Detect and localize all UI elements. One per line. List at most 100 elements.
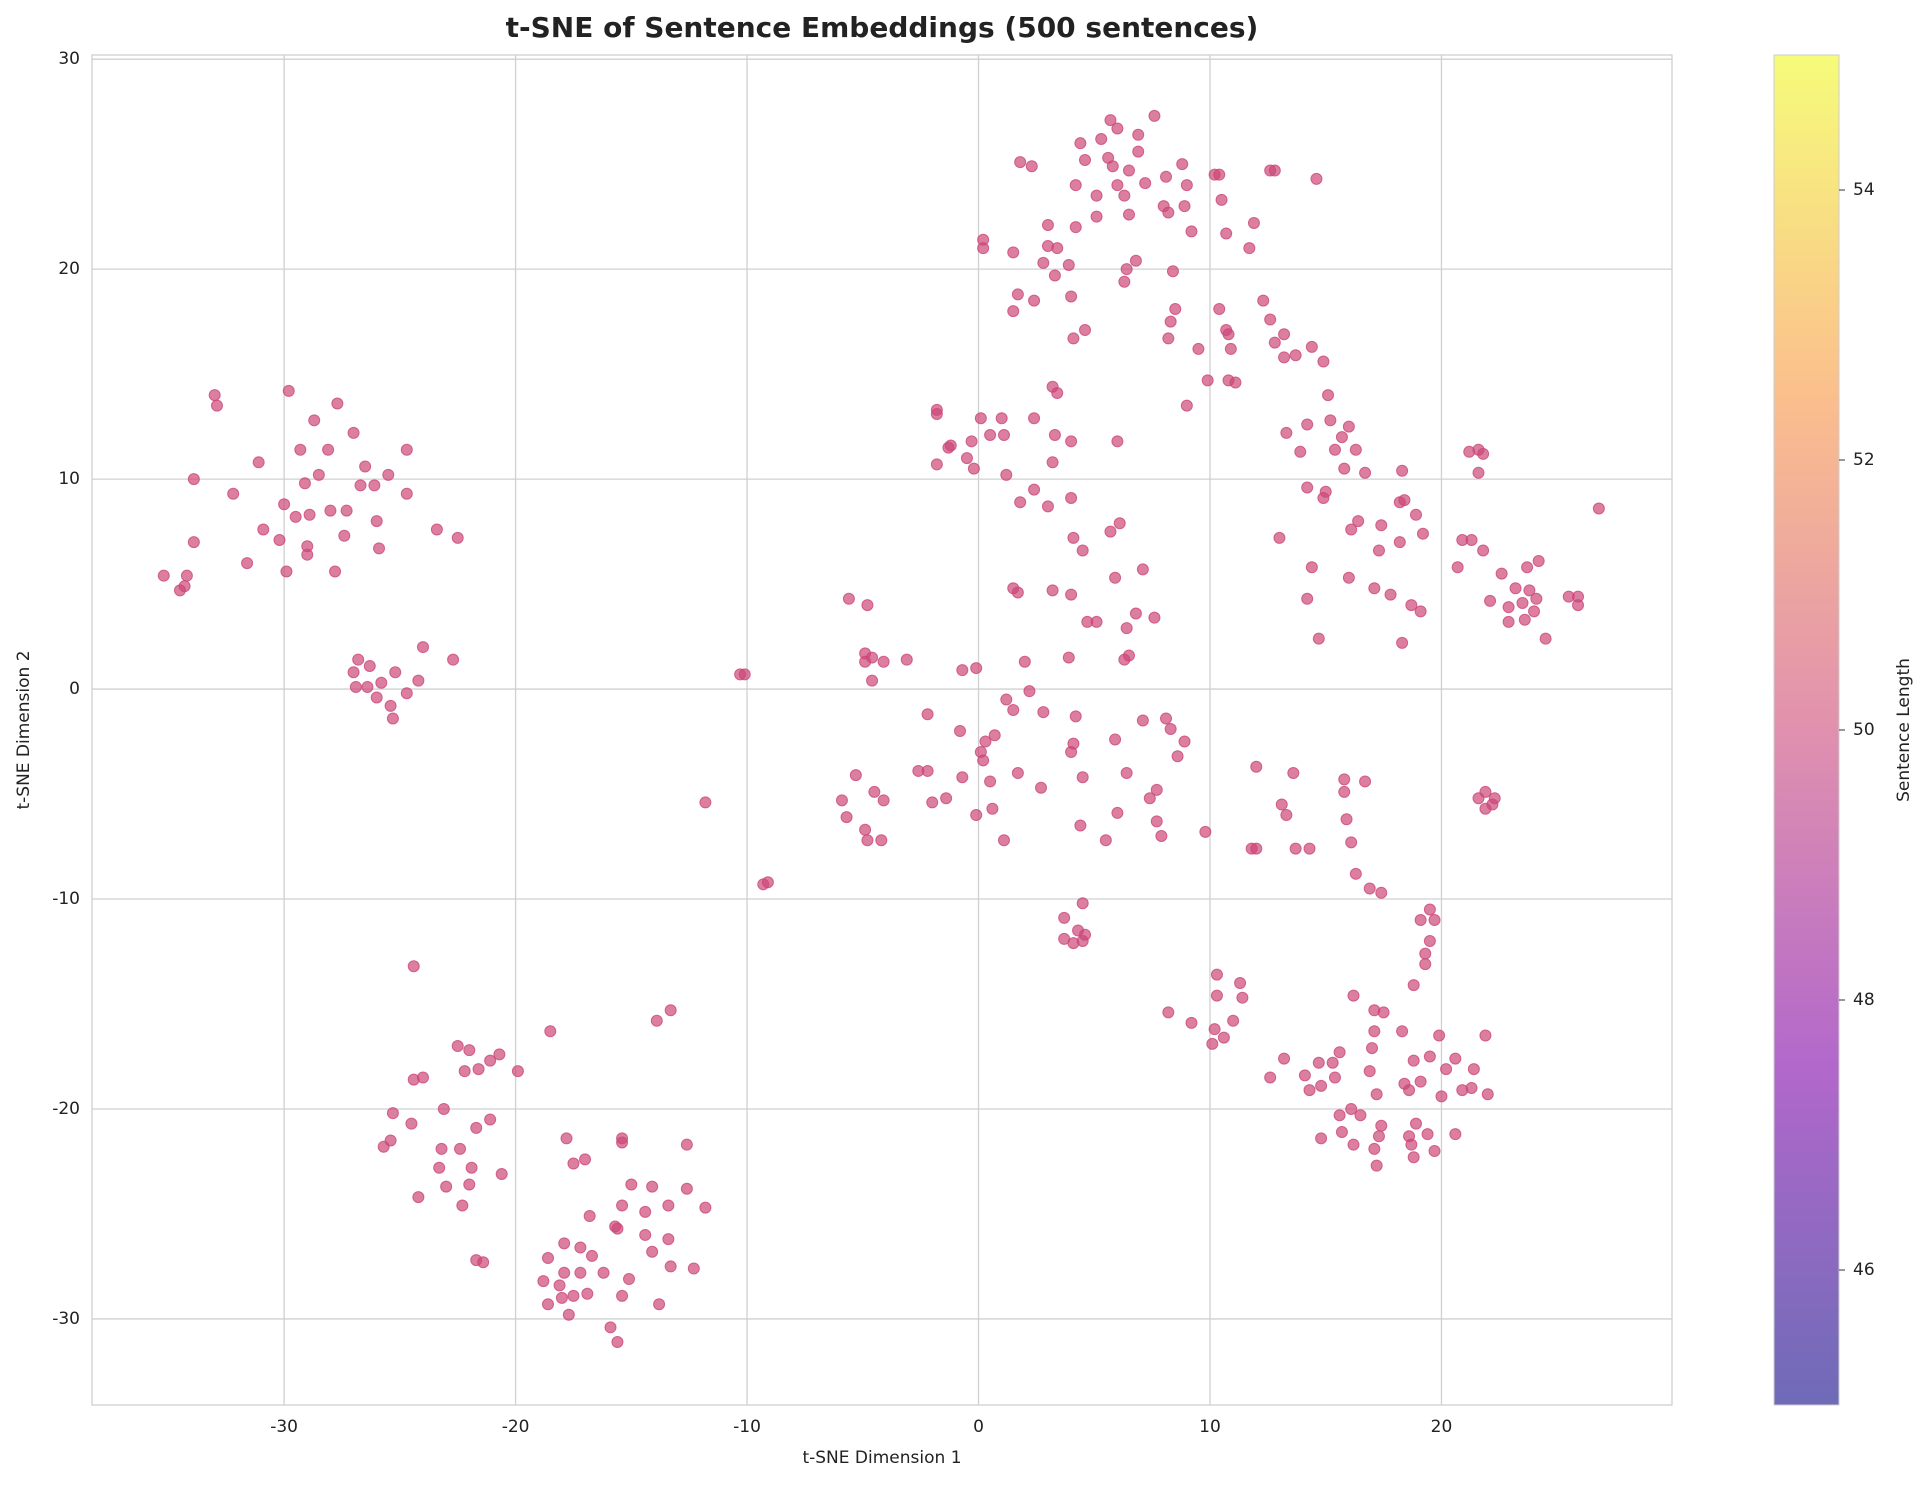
- point: [298, 477, 311, 490]
- point: [1335, 1126, 1348, 1139]
- point: [1018, 655, 1031, 668]
- point: [1298, 1069, 1311, 1082]
- point: [1502, 601, 1515, 614]
- x-tick-label: -20: [502, 1417, 530, 1437]
- point: [463, 1178, 476, 1191]
- point: [541, 1298, 554, 1311]
- point: [921, 708, 934, 721]
- point: [1398, 494, 1411, 507]
- point: [1067, 737, 1080, 750]
- point: [574, 1241, 587, 1254]
- point: [1264, 313, 1277, 326]
- point: [1028, 412, 1041, 425]
- point: [930, 408, 943, 421]
- point: [252, 456, 265, 469]
- point: [567, 1289, 580, 1302]
- y-tick-label: 30: [58, 49, 80, 69]
- point: [324, 504, 337, 517]
- point: [329, 565, 342, 578]
- point: [1118, 275, 1131, 288]
- point: [1065, 290, 1078, 303]
- point: [1414, 914, 1427, 927]
- point: [458, 1065, 471, 1078]
- point: [1250, 760, 1263, 773]
- point: [1074, 819, 1087, 832]
- point: [1007, 305, 1020, 318]
- point: [1280, 426, 1293, 439]
- point: [1109, 733, 1122, 746]
- point: [1046, 584, 1059, 597]
- point: [484, 1054, 497, 1067]
- point: [1076, 897, 1089, 910]
- point: [1122, 649, 1135, 662]
- point: [477, 1256, 490, 1269]
- point: [835, 794, 848, 807]
- point: [1428, 1144, 1441, 1157]
- point: [472, 1063, 485, 1076]
- x-axis-label: t-SNE Dimension 1: [802, 1448, 961, 1468]
- point: [1405, 1138, 1418, 1151]
- point: [1328, 1071, 1341, 1084]
- point: [280, 565, 293, 578]
- point: [465, 1161, 478, 1174]
- y-tick-label: -30: [52, 1309, 80, 1329]
- x-tick-label: 0: [973, 1417, 984, 1437]
- point: [1319, 485, 1332, 498]
- point: [1396, 464, 1409, 477]
- point: [1136, 563, 1149, 576]
- point: [1234, 976, 1247, 989]
- point: [1530, 592, 1543, 605]
- point: [537, 1275, 550, 1288]
- point: [877, 794, 890, 807]
- point: [1076, 771, 1089, 784]
- point: [1572, 599, 1585, 612]
- point: [1484, 594, 1497, 607]
- y-tick-label: 0: [69, 679, 80, 699]
- point: [1148, 611, 1161, 624]
- point: [1423, 1050, 1436, 1063]
- point: [646, 1180, 659, 1193]
- point: [1106, 160, 1119, 173]
- point: [623, 1273, 636, 1286]
- point: [368, 479, 381, 492]
- point: [178, 580, 191, 593]
- point: [470, 1121, 483, 1134]
- point: [1090, 189, 1103, 202]
- point: [664, 1004, 677, 1017]
- point: [611, 1336, 624, 1349]
- point: [1104, 525, 1117, 538]
- point: [1150, 783, 1163, 796]
- point: [1349, 867, 1362, 880]
- point: [1366, 1042, 1379, 1055]
- point: [1592, 502, 1605, 515]
- point: [1539, 632, 1552, 645]
- point: [389, 666, 402, 679]
- point: [1069, 221, 1082, 234]
- point: [1176, 158, 1189, 171]
- point: [1028, 294, 1041, 307]
- point: [1243, 242, 1256, 255]
- point: [1301, 418, 1314, 431]
- point: [1062, 651, 1075, 664]
- point: [646, 1245, 659, 1258]
- point: [1164, 315, 1177, 328]
- point: [370, 515, 383, 528]
- point: [1109, 571, 1122, 584]
- point: [257, 523, 270, 536]
- x-tick-label: -10: [733, 1417, 761, 1437]
- point: [1171, 750, 1184, 763]
- point: [1257, 294, 1270, 307]
- point: [303, 508, 316, 521]
- point: [1518, 613, 1531, 626]
- point: [1011, 767, 1024, 780]
- point: [1301, 481, 1314, 494]
- point: [1275, 798, 1288, 811]
- point: [1076, 544, 1089, 557]
- point: [1215, 193, 1228, 206]
- point: [1421, 1128, 1434, 1141]
- point: [312, 468, 325, 481]
- point: [1201, 374, 1214, 387]
- point: [1375, 1119, 1388, 1132]
- point: [495, 1168, 508, 1181]
- colorbar-tick-label: 50: [1853, 720, 1875, 740]
